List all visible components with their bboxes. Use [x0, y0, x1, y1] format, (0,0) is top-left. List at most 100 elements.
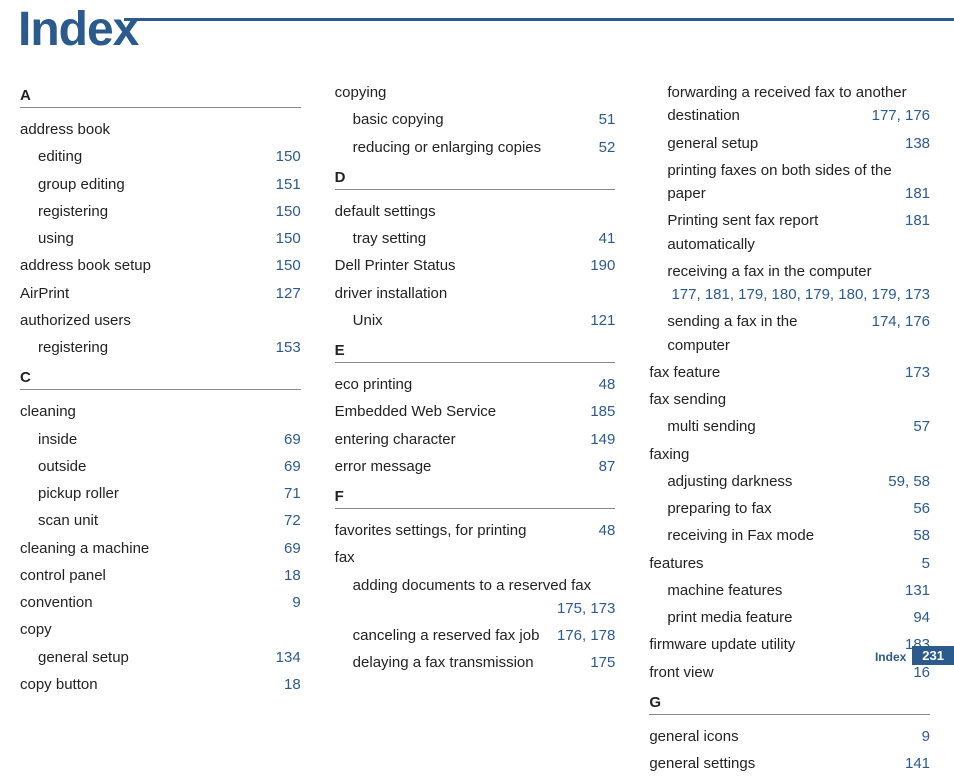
index-subentry[interactable]: scan unit72 [20, 507, 301, 534]
index-entry[interactable]: fax [335, 544, 616, 571]
index-entry-pages[interactable]: 176, 178 [549, 624, 615, 647]
index-entry-pages[interactable]: 150 [268, 254, 301, 277]
index-subentry[interactable]: basic copying51 [335, 106, 616, 133]
index-entry[interactable]: copy [20, 616, 301, 643]
index-entry-pages[interactable]: 175 [582, 651, 615, 674]
index-subentry[interactable]: using150 [20, 225, 301, 252]
index-entry[interactable]: cleaning [20, 398, 301, 425]
index-entry-pages[interactable]: 18 [276, 564, 301, 587]
index-subentry[interactable]: Printing sent fax report automatically18… [649, 207, 930, 258]
index-entry[interactable]: authorized users [20, 307, 301, 334]
index-entry[interactable]: cleaning a machine69 [20, 535, 301, 562]
index-entry-pages[interactable]: 48 [591, 519, 616, 542]
index-subentry[interactable]: editing150 [20, 143, 301, 170]
index-entry-pages[interactable]: 9 [284, 591, 300, 614]
index-entry-pages[interactable]: 150 [268, 227, 301, 250]
index-entry-pages[interactable]: 181 [897, 209, 930, 256]
index-subentry[interactable]: canceling a reserved fax job176, 178 [335, 622, 616, 649]
index-entry-pages[interactable]: 138 [897, 132, 930, 155]
index-subentry[interactable]: sending a fax in the computer174, 176 [649, 308, 930, 359]
index-entry-pages[interactable]: 127 [268, 282, 301, 305]
index-entry-pages[interactable]: 150 [268, 200, 301, 223]
index-subentry[interactable]: delaying a fax transmission175 [335, 649, 616, 676]
index-subentry[interactable]: registering153 [20, 334, 301, 361]
index-subentry[interactable]: tray setting41 [335, 225, 616, 252]
index-entry-pages[interactable]: 177, 176 [872, 104, 930, 127]
index-entry-pages[interactable]: 175, 173 [557, 597, 615, 620]
index-entry[interactable]: faxing [649, 441, 930, 468]
index-subentry[interactable]: adjusting darkness59, 58 [649, 468, 930, 495]
index-entry-pages[interactable]: 121 [582, 309, 615, 332]
index-subentry[interactable]: adding documents to a reserved fax 175, … [335, 572, 616, 623]
index-entry[interactable]: eco printing48 [335, 371, 616, 398]
index-entry-pages[interactable]: 51 [591, 108, 616, 131]
index-entry-pages[interactable]: 57 [905, 415, 930, 438]
index-entry-pages[interactable]: 41 [591, 227, 616, 250]
index-subentry[interactable]: preparing to fax56 [649, 495, 930, 522]
index-entry-pages[interactable]: 181 [905, 182, 930, 205]
index-entry-pages[interactable]: 141 [897, 752, 930, 775]
index-entry[interactable]: copying [335, 79, 616, 106]
index-entry[interactable]: convention9 [20, 589, 301, 616]
index-subentry[interactable]: printing faxes on both sides of the pape… [649, 157, 930, 208]
index-entry[interactable]: driver installation [335, 280, 616, 307]
index-entry[interactable]: fax sending [649, 386, 930, 413]
index-entry[interactable]: Embedded Web Service185 [335, 398, 616, 425]
index-entry-pages[interactable]: 58 [905, 524, 930, 547]
index-entry-text: outside [38, 455, 276, 478]
index-entry[interactable]: AirPrint127 [20, 280, 301, 307]
index-subentry[interactable]: machine features131 [649, 577, 930, 604]
index-entry-pages[interactable]: 150 [268, 145, 301, 168]
index-entry-pages[interactable]: 71 [276, 482, 301, 505]
index-entry-pages[interactable]: 72 [276, 509, 301, 532]
index-subentry[interactable]: forwarding a received fax to another des… [649, 79, 930, 130]
index-entry[interactable]: error message87 [335, 453, 616, 480]
index-entry-pages[interactable]: 190 [582, 254, 615, 277]
index-subentry[interactable]: general setup138 [649, 130, 930, 157]
index-entry[interactable]: features5 [649, 550, 930, 577]
index-subentry[interactable]: group editing151 [20, 171, 301, 198]
index-entry-pages[interactable]: 56 [905, 497, 930, 520]
index-entry-pages[interactable]: 134 [268, 646, 301, 669]
index-subentry[interactable]: print media feature94 [649, 604, 930, 631]
index-entry-pages[interactable]: 5 [914, 552, 930, 575]
index-subentry[interactable]: general setup134 [20, 644, 301, 671]
index-entry-pages[interactable]: 87 [591, 455, 616, 478]
index-entry[interactable]: favorites settings, for printing48 [335, 517, 616, 544]
index-entry-pages[interactable]: 52 [591, 136, 616, 159]
index-entry[interactable]: default settings [335, 198, 616, 225]
index-entry-pages[interactable]: 69 [276, 428, 301, 451]
index-entry[interactable]: address book [20, 116, 301, 143]
index-entry-pages[interactable]: 149 [582, 428, 615, 451]
index-entry[interactable]: fax feature173 [649, 359, 930, 386]
index-entry[interactable]: control panel18 [20, 562, 301, 589]
index-entry[interactable]: entering character149 [335, 426, 616, 453]
index-entry-pages[interactable]: 9 [914, 725, 930, 748]
index-subentry[interactable]: inside69 [20, 426, 301, 453]
index-entry-pages[interactable]: 177, 181, 179, 180, 179, 180, 179, 173 [671, 283, 930, 306]
index-subentry[interactable]: receiving in Fax mode58 [649, 522, 930, 549]
index-entry[interactable]: Dell Printer Status190 [335, 252, 616, 279]
index-entry-pages[interactable]: 94 [905, 606, 930, 629]
index-entry-pages[interactable]: 48 [591, 373, 616, 396]
index-entry-pages[interactable]: 18 [276, 673, 301, 696]
index-entry-pages[interactable]: 174, 176 [864, 310, 930, 357]
index-subentry[interactable]: registering150 [20, 198, 301, 225]
index-entry-pages[interactable]: 173 [897, 361, 930, 384]
index-entry[interactable]: address book setup150 [20, 252, 301, 279]
index-entry[interactable]: general icons9 [649, 723, 930, 750]
index-entry-pages[interactable]: 185 [582, 400, 615, 423]
index-entry[interactable]: general settings141 [649, 750, 930, 777]
index-subentry[interactable]: outside69 [20, 453, 301, 480]
index-entry-pages[interactable]: 153 [268, 336, 301, 359]
index-subentry[interactable]: Unix121 [335, 307, 616, 334]
index-subentry[interactable]: pickup roller71 [20, 480, 301, 507]
index-entry-pages[interactable]: 151 [268, 173, 301, 196]
index-entry-pages[interactable]: 59, 58 [880, 470, 930, 493]
index-entry-pages[interactable]: 69 [276, 455, 301, 478]
index-entry-pages[interactable]: 131 [897, 579, 930, 602]
index-entry-pages[interactable]: 69 [276, 537, 301, 560]
index-subentry[interactable]: multi sending57 [649, 413, 930, 440]
index-subentry[interactable]: reducing or enlarging copies52 [335, 134, 616, 161]
index-subentry[interactable]: receiving a fax in the computer 177, 181… [649, 258, 930, 309]
